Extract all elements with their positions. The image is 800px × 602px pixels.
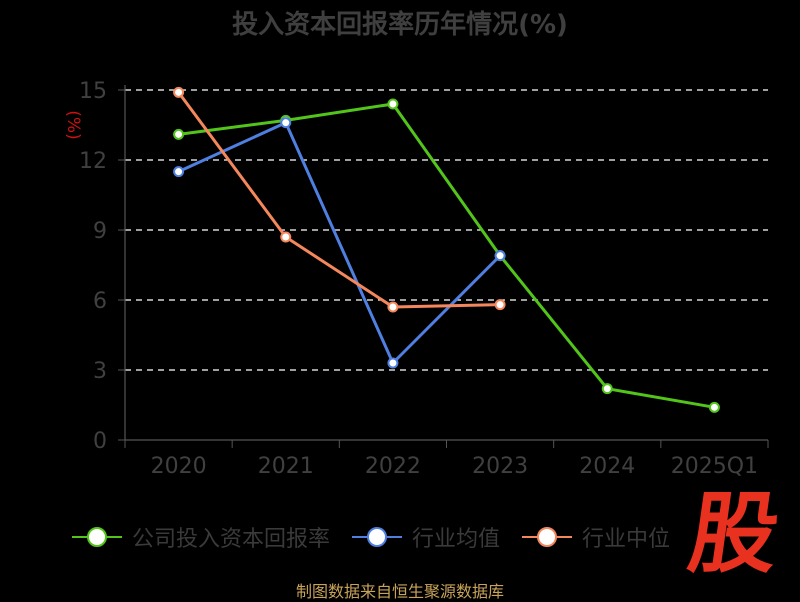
legend-label-company: 公司投入资本回报率 — [132, 527, 331, 552]
legend-swatch-industry-median — [522, 527, 573, 547]
y-axis-label: (%) — [63, 110, 83, 139]
y-tick-label: 12 — [79, 149, 107, 174]
source-note: 制图数据来自恒生聚源数据库 — [295, 582, 504, 601]
series-line-2 — [177, 91, 501, 309]
data-point — [280, 231, 292, 243]
series-line-1 — [177, 121, 502, 365]
legend-label-industry-mean: 行业均值 — [412, 527, 501, 552]
y-tick-label: 6 — [93, 289, 107, 314]
legend-swatch-industry-mean — [352, 527, 403, 547]
data-point — [173, 166, 185, 178]
x-tick-label: 2025Q1 — [671, 454, 758, 479]
y-tick-label: 15 — [79, 79, 107, 104]
data-point — [708, 401, 720, 413]
y-tick-label: 3 — [93, 359, 107, 384]
y-tick-label: 9 — [93, 219, 107, 244]
data-point — [387, 98, 399, 110]
chart-legend: 公司投入资本回报率 行业均值 行业中位 — [72, 520, 692, 554]
y-tick-label: 0 — [93, 429, 107, 454]
x-tick-label: 2021 — [258, 454, 314, 479]
legend-item-industry-median[interactable]: 行业中位 — [522, 521, 670, 553]
x-tick-label: 2020 — [151, 454, 207, 479]
data-point — [280, 117, 292, 129]
brand-logo: 股 — [682, 482, 786, 585]
data-point — [601, 383, 613, 395]
legend-swatch-company — [72, 527, 122, 547]
x-tick-label: 2023 — [472, 454, 528, 479]
data-point — [494, 250, 506, 262]
series-line-0 — [178, 102, 715, 409]
chart-title: 投入资本回报率历年情况(%) — [232, 10, 568, 40]
data-point — [387, 357, 399, 369]
data-point — [173, 128, 185, 140]
legend-label-industry-median: 行业中位 — [582, 527, 671, 552]
data-point — [173, 86, 185, 98]
x-tick-label: 2024 — [579, 454, 635, 479]
data-point — [494, 299, 506, 311]
data-point — [387, 301, 399, 313]
x-tick-label: 2022 — [365, 454, 421, 479]
legend-item-company[interactable]: 公司投入资本回报率 — [72, 521, 330, 553]
legend-item-industry-mean[interactable]: 行业均值 — [352, 521, 500, 553]
